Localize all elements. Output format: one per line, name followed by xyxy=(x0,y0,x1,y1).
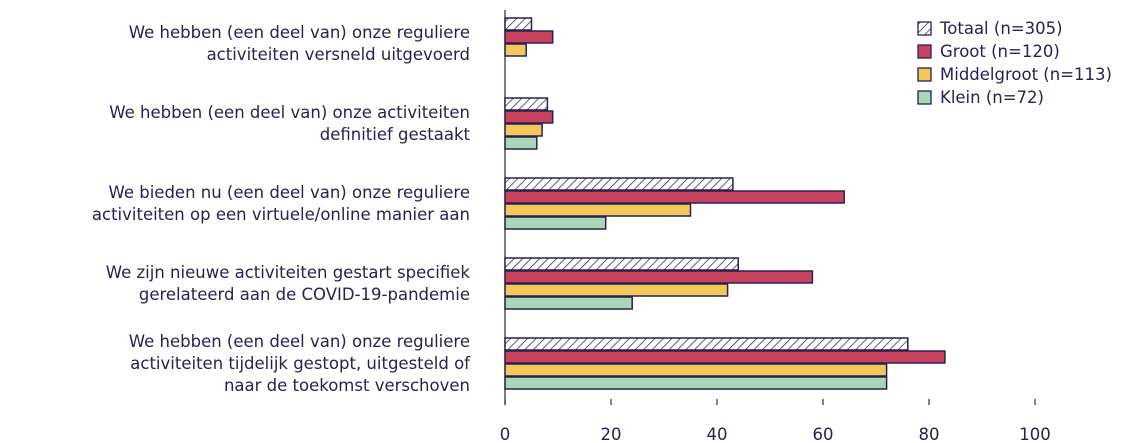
bar xyxy=(504,257,739,271)
legend-swatch xyxy=(917,21,932,36)
category-label: We bieden nu (een deel van) onze regulie… xyxy=(91,183,470,224)
bar xyxy=(504,190,845,204)
x-tick-label: 40 xyxy=(707,425,728,443)
category-label: We zijn nieuwe activiteiten gestart spec… xyxy=(105,263,470,304)
bar xyxy=(504,283,729,297)
legend-swatch xyxy=(917,44,932,59)
legend-label: Middelgroot (n=113) xyxy=(940,65,1112,84)
x-tick-label: 0 xyxy=(500,425,511,443)
bar xyxy=(504,136,538,150)
legend-label: Groot (n=120) xyxy=(940,42,1060,61)
category-label: We hebben (een deel van) onze reguliere … xyxy=(128,23,470,64)
bar xyxy=(504,17,533,31)
legend-label: Klein (n=72) xyxy=(940,88,1044,107)
category-label: We hebben (een deel van) onze reguliere … xyxy=(128,332,470,395)
bar xyxy=(504,296,633,310)
legend-swatch xyxy=(917,90,932,105)
bar xyxy=(504,123,543,137)
bar xyxy=(504,270,814,284)
bar xyxy=(504,43,527,57)
bar xyxy=(504,350,946,364)
bar xyxy=(504,110,554,124)
bar xyxy=(504,203,692,217)
bar xyxy=(504,30,554,44)
bar xyxy=(504,216,607,230)
legend-swatch xyxy=(917,67,932,82)
legend-label: Totaal (n=305) xyxy=(939,19,1063,38)
bar xyxy=(504,363,888,377)
bar xyxy=(504,376,888,390)
x-tick-label: 20 xyxy=(601,425,622,443)
x-tick-label: 100 xyxy=(1019,425,1051,443)
x-tick-label: 60 xyxy=(813,425,834,443)
x-tick-label: 80 xyxy=(919,425,940,443)
bar xyxy=(504,177,734,191)
bar xyxy=(504,337,909,351)
category-label: We hebben (een deel van) onze activiteit… xyxy=(109,103,470,144)
bar xyxy=(504,97,549,111)
